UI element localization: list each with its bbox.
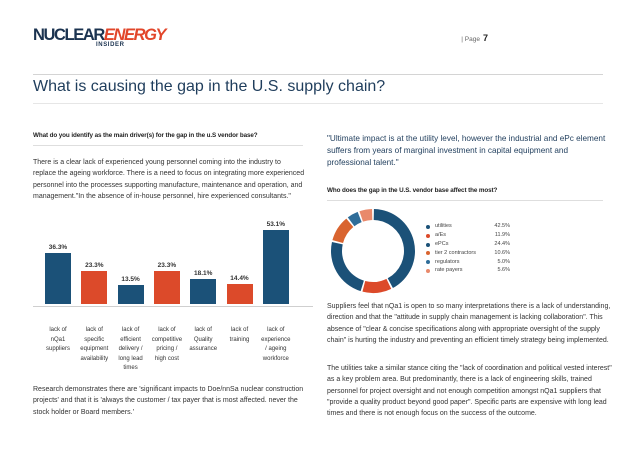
bar-1: [45, 253, 71, 304]
donut-slice-tier-2-contractors: [332, 218, 354, 243]
legend-swatch: [426, 269, 430, 274]
bar-category-label-2: lack of specific equipment availability: [80, 327, 109, 362]
title-divider: [33, 103, 603, 104]
page-title: What is causing the gap in the U.S. supp…: [33, 78, 386, 95]
legend-swatch: [426, 251, 430, 256]
legend-value: 24.4%: [494, 240, 510, 247]
legend-label: a/Es: [435, 231, 447, 238]
bar-category-label-7: lack of experience / ageing workforce: [261, 327, 291, 362]
logo-wordmark: NUCLEARENERGY: [33, 26, 167, 44]
affected-parties-donut-chart: [331, 209, 415, 293]
bar-value-label-3: 13.5%: [121, 276, 140, 284]
question-divider-right: [327, 200, 603, 201]
donut-slice-rate-payers: [359, 209, 373, 222]
intro-paragraph: There is a clear lack of experienced you…: [33, 159, 305, 200]
survey-question-affected: Who does the gap in the U.S. vendor base…: [327, 187, 498, 194]
bar-category-label-5: lack of Quality assurance: [189, 327, 218, 352]
bar-value-label-4: 23.3%: [157, 262, 177, 270]
legend-swatch: [426, 260, 430, 265]
legend-item: utilities 42.5%: [426, 223, 510, 232]
legend-value: 42.5%: [494, 223, 510, 229]
legend-item: ePCs 24.4%: [426, 241, 510, 250]
bar-6: [226, 283, 253, 304]
bar-7: [262, 229, 289, 304]
question-divider: [33, 145, 303, 146]
legend-swatch: [426, 233, 430, 238]
bar-value-label-7: 53.1%: [266, 220, 286, 228]
legend-item: tier 2 contractors 10.6%: [426, 250, 510, 259]
legend-item: a/Es 11.9%: [426, 232, 510, 241]
bar-2: [81, 271, 108, 304]
legend-value: 11.9%: [494, 231, 510, 238]
legend-item: regulators 5.0%: [426, 259, 510, 268]
page-number: 7: [482, 33, 488, 43]
legend-label: tier 2 contractors: [435, 249, 476, 256]
bar-category-label-1: lack of nQa1 suppliers: [45, 327, 70, 352]
donut-slice-utilities: [373, 209, 415, 288]
legend-value: 10.6%: [494, 249, 510, 256]
legend-value: 5.6%: [497, 267, 510, 274]
survey-question-main-driver: What do you identify as the main driver(…: [33, 132, 258, 139]
logo-subtitle: INSIDER: [96, 42, 125, 48]
bar-category-label-6: lack of training: [229, 327, 250, 343]
donut-slice-epcs: [331, 241, 364, 292]
legend-value: 5.0%: [497, 258, 510, 265]
bar-category-label-3: lack of efficient delivery / long lead times: [118, 327, 143, 371]
legend-label: ePCs: [435, 240, 449, 247]
bar-value-label-5: 18.1%: [193, 269, 213, 277]
bar-value-label-6: 14.4%: [230, 274, 249, 282]
legend-item: rate payers 5.6%: [426, 267, 510, 276]
page-label: | Page: [461, 36, 480, 43]
bar-category-label-4: lack of competitive pricing / high cost: [151, 327, 183, 362]
bar-value-label-1: 36.3%: [48, 244, 68, 252]
bar-5: [190, 278, 217, 304]
logo-word-nuclear: NUCLEAR: [33, 26, 105, 44]
logo-word-energy: ENERGY: [103, 26, 167, 44]
page-indicator: | Page 7: [461, 33, 488, 43]
bar-3: [117, 285, 144, 304]
bar-value-label-2: 23.3%: [85, 262, 104, 270]
legend-label: regulators: [435, 258, 460, 265]
legend-label: utilities: [435, 223, 452, 229]
donut-slice-a-es: [362, 278, 392, 293]
header-divider: [33, 74, 603, 75]
donut-slice-regulators: [347, 211, 362, 227]
nuclear-energy-insider-logo: NUCLEARENERGY INSIDER: [33, 27, 173, 53]
gap-drivers-bar-chart: 36.3% lack of nQa1 suppliers 23.3% lack of spe…: [33, 214, 313, 374]
legend-swatch: [426, 224, 430, 229]
legend-swatch: [426, 242, 430, 247]
bar-4: [153, 271, 180, 304]
legend-label: rate payers: [435, 267, 463, 274]
suppliers-paragraph: Suppliers feel that nQa1 is open to so m…: [327, 303, 611, 344]
donut-legend: utilities 42.5% a/Es 11.9% ePCs 24.4% tier 2 c…: [426, 223, 510, 276]
utilities-paragraph: The utilities take a similar stance citi…: [327, 365, 612, 418]
research-paragraph: Research demonstrates there are 'signifi…: [33, 386, 304, 416]
pull-quote: "Ultimate impact is at the utility level…: [327, 134, 606, 167]
bar-chart-baseline: [33, 306, 313, 307]
